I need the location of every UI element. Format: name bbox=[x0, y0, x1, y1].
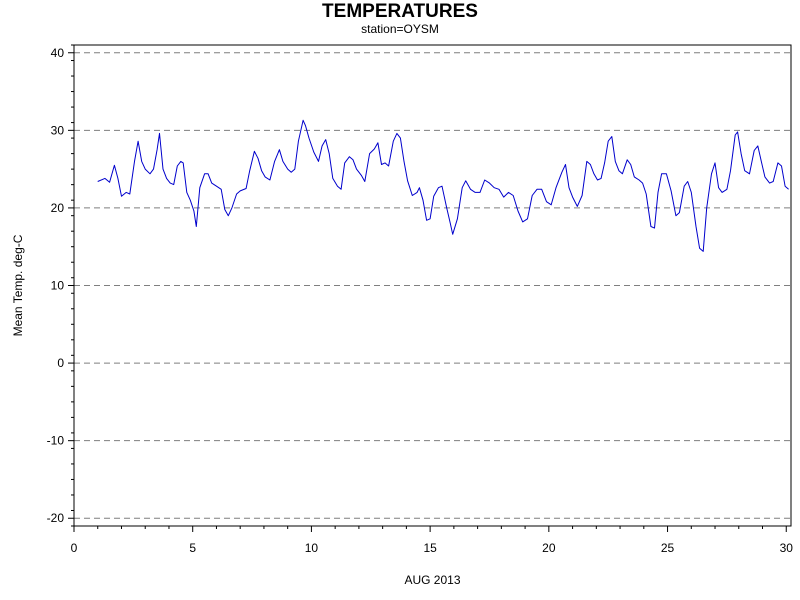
chart-subtitle: station=OYSM bbox=[361, 22, 439, 36]
y-axis-ticks: -20 -10 0 10 20 30 40 bbox=[47, 46, 74, 525]
y-tick-label: 30 bbox=[51, 123, 65, 137]
x-tick-label: 20 bbox=[542, 541, 556, 555]
y-tick-label: 0 bbox=[57, 356, 64, 370]
x-tick-label: 10 bbox=[305, 541, 319, 555]
y-tick-label: 40 bbox=[51, 46, 65, 60]
x-tick-label: 15 bbox=[423, 541, 437, 555]
minor-ticks bbox=[71, 44, 764, 529]
x-tick-label: 30 bbox=[780, 541, 794, 555]
series-layer bbox=[97, 119, 789, 252]
y-tick-label: 10 bbox=[51, 279, 65, 293]
y-tick-label: -20 bbox=[47, 511, 65, 525]
series-line-0 bbox=[97, 119, 789, 252]
plot-area-frame bbox=[73, 44, 792, 527]
y-axis-label: Mean Temp. deg-C bbox=[11, 234, 25, 336]
x-axis-ticks: 0 5 10 15 20 25 30 bbox=[71, 526, 794, 555]
grid-layer bbox=[74, 52, 791, 519]
x-axis-label: AUG 2013 bbox=[404, 573, 460, 587]
x-tick-label: 0 bbox=[71, 541, 78, 555]
chart-title: TEMPERATURES bbox=[322, 1, 478, 22]
x-tick-label: 25 bbox=[661, 541, 675, 555]
x-tick-label: 5 bbox=[189, 541, 196, 555]
y-tick-label: -10 bbox=[47, 434, 65, 448]
y-tick-label: 20 bbox=[51, 201, 65, 215]
